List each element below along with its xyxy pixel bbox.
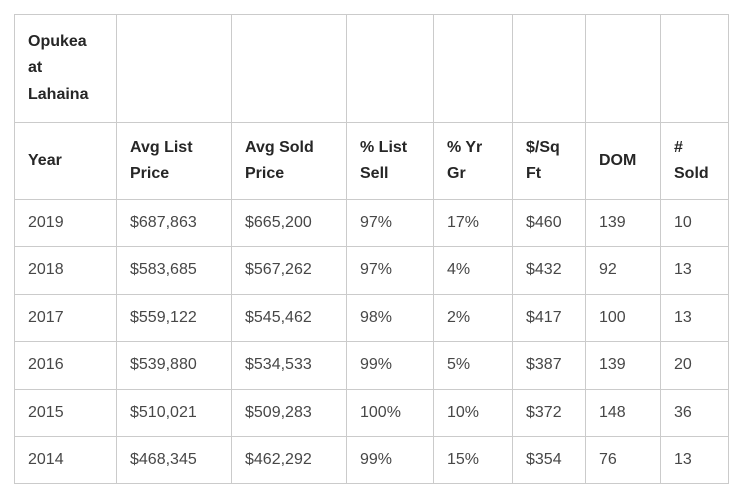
column-header-avg-sold-price: Avg Sold Price <box>231 122 347 200</box>
table-cell: 20 <box>660 341 729 390</box>
table-row: 2019 $687,863 $665,200 97% 17% $460 139 10 <box>14 198 729 248</box>
table-cell: 13 <box>660 435 729 485</box>
table-cell: 2017 <box>14 293 117 343</box>
table-cell: 97% <box>346 246 434 295</box>
table-row: 2015 $510,021 $509,283 100% 10% $372 148 36 <box>14 388 729 437</box>
column-header-pct-yr-gr: % Yr Gr <box>433 122 513 200</box>
table-cell: $534,533 <box>231 341 347 390</box>
table-row: 2018 $583,685 $567,262 97% 4% $432 92 13 <box>14 246 729 295</box>
table-cell: $462,292 <box>231 435 347 485</box>
table-cell: 2014 <box>14 435 117 485</box>
table-cell: 97% <box>346 198 434 248</box>
table-cell: 148 <box>585 388 661 437</box>
table-cell: 139 <box>585 341 661 390</box>
column-header-num-sold: # Sold <box>660 122 729 200</box>
table-cell: $665,200 <box>231 198 347 248</box>
table-cell: $432 <box>512 246 586 295</box>
table-cell: 13 <box>660 246 729 295</box>
table-body: 2019 $687,863 $665,200 97% 17% $460 139 10 2018 $… <box>14 198 729 485</box>
table-cell: $545,462 <box>231 293 347 343</box>
table-cell: $687,863 <box>116 198 232 248</box>
table-cell: $567,262 <box>231 246 347 295</box>
table-cell: 5% <box>433 341 513 390</box>
stats-table: Opukea at Lahaina Year Avg List Price Av… <box>14 14 729 485</box>
table-title-empty-cell <box>512 14 586 123</box>
column-header-dom: DOM <box>585 122 661 200</box>
table-cell: $539,880 <box>116 341 232 390</box>
table-cell: $372 <box>512 388 586 437</box>
table-cell: 99% <box>346 435 434 485</box>
table-cell: 139 <box>585 198 661 248</box>
table-cell: $559,122 <box>116 293 232 343</box>
table-cell: $468,345 <box>116 435 232 485</box>
table-cell: 2015 <box>14 388 117 437</box>
table-cell: $354 <box>512 435 586 485</box>
table-cell: 2016 <box>14 341 117 390</box>
table-row: 2016 $539,880 $534,533 99% 5% $387 139 20 <box>14 341 729 390</box>
table-cell: 10% <box>433 388 513 437</box>
table-cell: 76 <box>585 435 661 485</box>
table-cell: $509,283 <box>231 388 347 437</box>
table-cell: $387 <box>512 341 586 390</box>
table-cell: 100% <box>346 388 434 437</box>
table-cell: 92 <box>585 246 661 295</box>
table-cell: 2% <box>433 293 513 343</box>
table-cell: 98% <box>346 293 434 343</box>
table-cell: $460 <box>512 198 586 248</box>
table-row: 2014 $468,345 $462,292 99% 15% $354 76 13 <box>14 435 729 485</box>
table-cell: $583,685 <box>116 246 232 295</box>
table-title: Opukea at Lahaina <box>14 14 117 123</box>
table-title-empty-cell <box>231 14 347 123</box>
table-cell: $417 <box>512 293 586 343</box>
table-cell: 4% <box>433 246 513 295</box>
table-title-empty-cell <box>116 14 232 123</box>
table-cell: 2019 <box>14 198 117 248</box>
column-header-pct-list-sell: % List Sell <box>346 122 434 200</box>
table-cell: 99% <box>346 341 434 390</box>
table-title-empty-cell <box>433 14 513 123</box>
column-header-avg-list-price: Avg List Price <box>116 122 232 200</box>
table-row: 2017 $559,122 $545,462 98% 2% $417 100 13 <box>14 293 729 343</box>
table-cell: $510,021 <box>116 388 232 437</box>
table-cell: 36 <box>660 388 729 437</box>
table-cell: 13 <box>660 293 729 343</box>
column-header-year: Year <box>14 122 117 200</box>
table-header-row: Year Avg List Price Avg Sold Price % Lis… <box>14 122 729 200</box>
table-title-empty-cell <box>346 14 434 123</box>
column-header-price-per-sqft: $/Sq Ft <box>512 122 586 200</box>
table-cell: 10 <box>660 198 729 248</box>
table-cell: 15% <box>433 435 513 485</box>
table-cell: 100 <box>585 293 661 343</box>
table-cell: 2018 <box>14 246 117 295</box>
table-cell: 17% <box>433 198 513 248</box>
table-title-empty-cell <box>660 14 729 123</box>
table-title-row: Opukea at Lahaina <box>14 14 729 123</box>
table-title-empty-cell <box>585 14 661 123</box>
